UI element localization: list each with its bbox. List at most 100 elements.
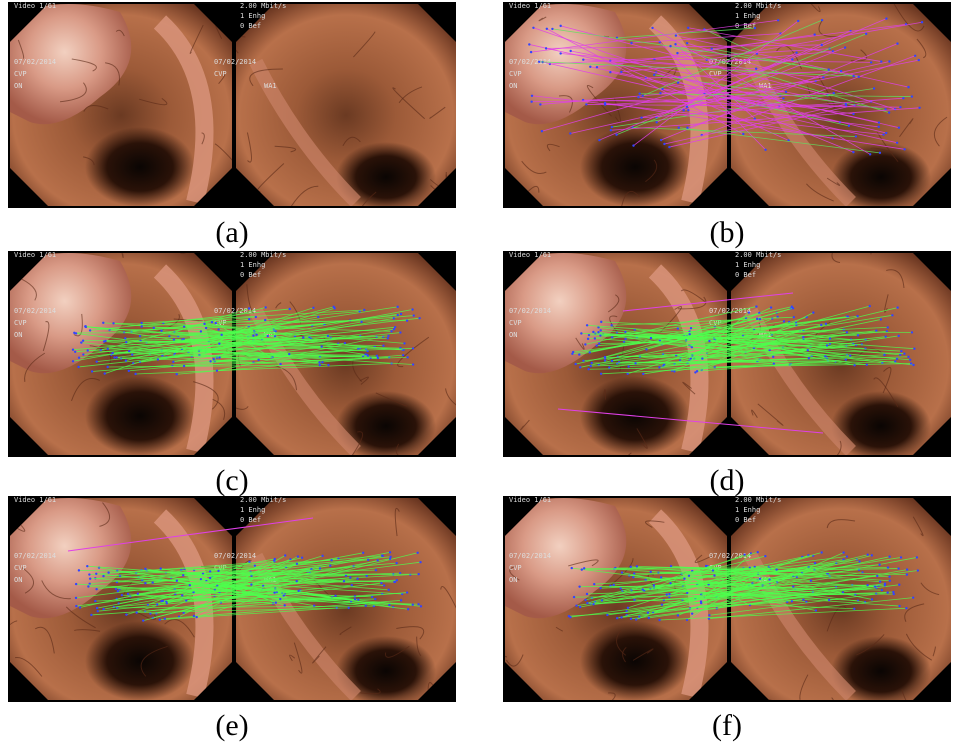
- keypoint: [528, 43, 530, 45]
- keypoint: [546, 28, 548, 30]
- keypoint: [871, 598, 873, 600]
- keypoint: [589, 351, 591, 353]
- keypoint: [677, 327, 679, 329]
- keypoint: [84, 325, 86, 327]
- keypoint: [918, 107, 920, 109]
- keypoint: [545, 47, 547, 49]
- keypoint: [182, 574, 184, 576]
- keypoint: [360, 321, 362, 323]
- keypoint: [676, 52, 678, 54]
- panel: Video 1/6107/02/2014CVPON2.00 Mbit/s1 En…: [487, 233, 951, 469]
- keypoint: [764, 149, 766, 151]
- keypoint: [159, 567, 161, 569]
- keypoint: [318, 361, 320, 363]
- keypoint: [909, 359, 911, 361]
- keypoint: [897, 567, 899, 569]
- panel-label: (f): [712, 709, 742, 742]
- keypoint: [824, 355, 826, 357]
- keypoint: [264, 319, 266, 321]
- keypoint: [921, 21, 923, 23]
- keypoint: [642, 95, 644, 97]
- keypoint: [759, 318, 761, 320]
- keypoint: [255, 316, 257, 318]
- keypoint: [173, 338, 175, 340]
- keypoint: [866, 364, 868, 366]
- keypoint: [668, 593, 670, 595]
- keypoint: [575, 605, 577, 607]
- keypoint: [795, 51, 797, 53]
- keypoint: [885, 132, 887, 134]
- keypoint: [586, 593, 588, 595]
- overlay-text: 07/02/2014: [14, 307, 56, 315]
- keypoint: [321, 555, 323, 557]
- panel: Video 1/6107/02/2014CVPON2.00 Mbit/s1 En…: [8, 228, 470, 480]
- keypoint: [700, 600, 702, 602]
- keypoint: [193, 615, 195, 617]
- keypoint: [273, 559, 275, 561]
- overlay-text: ON: [509, 331, 517, 339]
- keypoint: [363, 309, 365, 311]
- keypoint: [853, 364, 855, 366]
- keypoint: [399, 331, 401, 333]
- keypoint: [89, 329, 91, 331]
- keypoint: [611, 126, 613, 128]
- keypoint: [713, 574, 715, 576]
- keypoint: [742, 133, 744, 135]
- keypoint: [898, 126, 900, 128]
- keypoint: [584, 343, 586, 345]
- keypoint: [896, 42, 898, 44]
- keypoint: [348, 607, 350, 609]
- keypoint: [586, 324, 588, 326]
- keypoint: [797, 20, 799, 22]
- keypoint: [604, 357, 606, 359]
- keypoint: [102, 575, 104, 577]
- keypoint: [661, 603, 663, 605]
- keypoint: [402, 354, 404, 356]
- keypoint: [633, 599, 635, 601]
- keypoint: [72, 360, 74, 362]
- keypoint: [848, 125, 850, 127]
- keypoint: [905, 607, 907, 609]
- overlay-text: CVP: [14, 319, 27, 327]
- keypoint: [144, 582, 146, 584]
- overlay-text: 2.00 Mbit/s: [240, 2, 286, 10]
- keypoint: [686, 127, 688, 129]
- keypoint: [918, 59, 920, 61]
- keypoint: [906, 573, 908, 575]
- keypoint: [91, 370, 93, 372]
- keypoint: [209, 360, 211, 362]
- keypoint: [912, 364, 914, 366]
- keypoint: [821, 44, 823, 46]
- keypoint: [886, 591, 888, 593]
- keypoint: [911, 95, 913, 97]
- overlay-text: ON: [14, 331, 22, 339]
- keypoint: [900, 350, 902, 352]
- keypoint: [213, 358, 215, 360]
- keypoint: [813, 33, 815, 35]
- keypoint: [183, 365, 185, 367]
- keypoint: [712, 569, 714, 571]
- keypoint: [888, 111, 890, 113]
- keypoint: [807, 349, 809, 351]
- keypoint: [102, 608, 104, 610]
- keypoint: [791, 600, 793, 602]
- keypoint: [902, 97, 904, 99]
- panel: Video 1/6107/02/2014CVPON2.00 Mbit/s1 En…: [494, 496, 951, 718]
- keypoint: [858, 76, 860, 78]
- keypoint: [874, 585, 876, 587]
- figure: Video 1/6107/02/2014CVPON2.00 Mbit/s1 En…: [0, 0, 961, 747]
- keypoint: [273, 591, 275, 593]
- keypoint: [686, 42, 688, 44]
- keypoint: [75, 605, 77, 607]
- keypoint: [319, 567, 321, 569]
- keypoint: [583, 567, 585, 569]
- keypoint: [820, 324, 822, 326]
- keypoint: [683, 577, 685, 579]
- keypoint: [387, 337, 389, 339]
- keypoint: [600, 373, 602, 375]
- keypoint: [79, 606, 81, 608]
- keypoint: [708, 614, 710, 616]
- keypoint: [604, 102, 606, 104]
- vessel: [180, 228, 200, 253]
- keypoint: [216, 369, 218, 371]
